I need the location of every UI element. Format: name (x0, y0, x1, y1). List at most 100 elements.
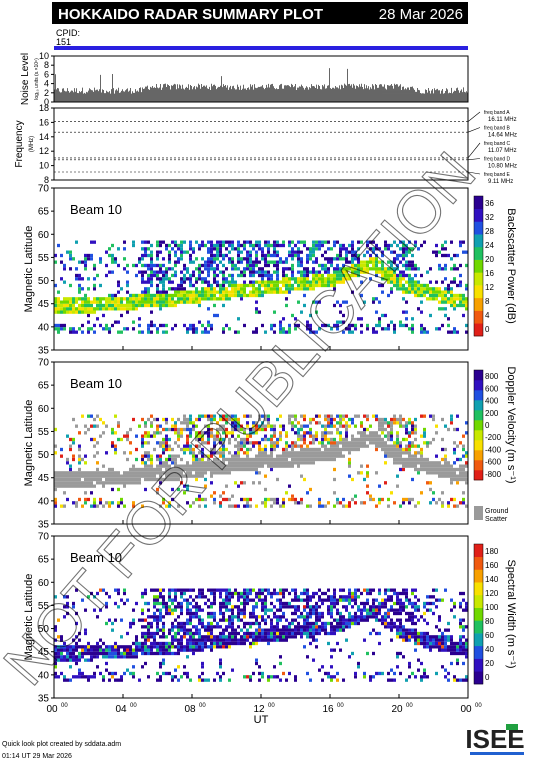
scatter-cell (339, 303, 342, 308)
scatter-cell (465, 625, 468, 629)
scatter-cell (66, 477, 69, 482)
scatter-cell (231, 621, 234, 626)
scatter-cell (285, 605, 288, 609)
scatter-cell (267, 417, 270, 422)
scatter-cell (462, 661, 465, 666)
scatter-cell (285, 330, 288, 334)
scatter-cell (417, 641, 420, 646)
scatter-cell (171, 638, 174, 642)
scatter-cell (57, 310, 60, 314)
scatter-cell (306, 605, 309, 609)
scatter-cell (60, 303, 63, 308)
scatter-cell (366, 417, 369, 422)
scatter-cell (327, 277, 330, 281)
scatter-cell (327, 437, 330, 442)
scatter-cell (153, 417, 156, 422)
scatter-cell (438, 635, 441, 639)
scatter-cell (375, 431, 378, 435)
scatter-cell (402, 451, 405, 455)
scatter-cell (375, 243, 378, 248)
scatter-cell (165, 471, 168, 475)
scatter-cell (186, 598, 189, 602)
scatter-cell (450, 287, 453, 291)
scatter-cell (54, 300, 57, 304)
scatter-cell (453, 267, 456, 271)
scatter-cell (165, 605, 168, 609)
scatter-cell (390, 287, 393, 291)
scatter-cell (207, 598, 210, 602)
scatter-cell (111, 257, 114, 261)
scatter-cell (213, 615, 216, 619)
scatter-cell (348, 621, 351, 626)
scatter-cell (267, 253, 270, 258)
scatter-cell (123, 648, 126, 652)
scatter-cell (423, 427, 426, 432)
scatter-cell (228, 297, 231, 301)
scatter-cell (141, 595, 144, 599)
scatter-cell (231, 414, 234, 418)
scatter-cell (111, 293, 114, 298)
scatter-cell (84, 431, 87, 435)
scatter-cell (72, 648, 75, 652)
scatter-cell (387, 454, 390, 458)
scatter-cell (300, 598, 303, 602)
scatter-cell (408, 290, 411, 294)
scatter-cell (354, 253, 357, 258)
scatter-cell (60, 504, 63, 508)
scatter-cell (444, 293, 447, 298)
scatter-cell (243, 283, 246, 288)
scatter-cell (288, 243, 291, 248)
scatter-cell (126, 668, 129, 672)
scatter-cell (270, 601, 273, 606)
scatter-cell (360, 424, 363, 428)
scatter-cell (384, 447, 387, 452)
lat-ytick-label: 65 (38, 207, 50, 218)
scatter-cell (234, 267, 237, 271)
scatter-cell (219, 618, 222, 622)
scatter-cell (120, 655, 123, 659)
scatter-cell (267, 243, 270, 248)
scatter-cell (387, 323, 390, 328)
scatter-cell (198, 247, 201, 251)
scatter-cell (399, 273, 402, 278)
scatter-cell (126, 631, 129, 636)
scatter-cell (183, 591, 186, 596)
scatter-cell (219, 424, 222, 428)
scatter-cell (330, 605, 333, 609)
scatter-cell (444, 287, 447, 291)
scatter-cell (444, 588, 447, 592)
scatter-cell (312, 243, 315, 248)
scatter-cell (336, 263, 339, 268)
colorbar-tick-label: 400 (485, 397, 499, 406)
scatter-cell (300, 454, 303, 458)
scatter-cell (105, 327, 108, 331)
scatter-cell (219, 588, 222, 592)
scatter-cell (189, 290, 192, 294)
scatter-cell (375, 267, 378, 271)
scatter-cell (60, 471, 63, 475)
scatter-cell (153, 651, 156, 656)
scatter-cell (390, 608, 393, 612)
scatter-cell (129, 467, 132, 472)
scatter-cell (309, 257, 312, 261)
scatter-cell (198, 273, 201, 278)
scatter-cell (96, 317, 99, 321)
scatter-cell (183, 621, 186, 626)
scatter-cell (441, 280, 444, 284)
scatter-cell (408, 611, 411, 616)
scatter-cell (72, 474, 75, 478)
scatter-cell (54, 651, 57, 656)
scatter-cell (288, 330, 291, 334)
scatter-cell (261, 267, 264, 271)
scatter-cell (141, 277, 144, 281)
scatter-cell (357, 253, 360, 258)
scatter-cell (126, 303, 129, 308)
scatter-cell (402, 628, 405, 632)
scatter-cell (192, 300, 195, 304)
scatter-cell (243, 588, 246, 592)
scatter-cell (84, 491, 87, 495)
lat-ytick-label: 35 (38, 520, 50, 531)
scatter-cell (459, 638, 462, 642)
scatter-cell (180, 447, 183, 452)
scatter-cell (177, 467, 180, 472)
